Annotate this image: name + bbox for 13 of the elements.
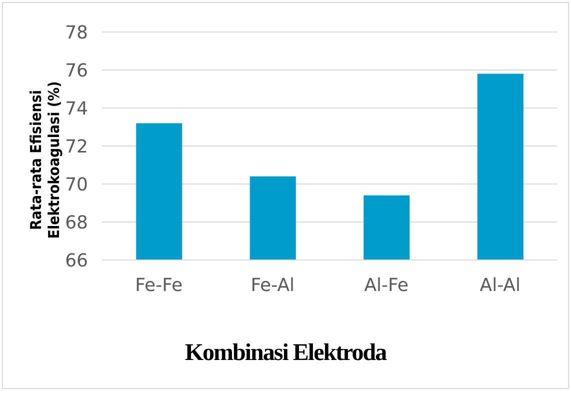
y-tick-label: 78 [65,22,88,44]
y-tick-label: 70 [65,174,88,196]
x-tick-label: Al-Al [480,274,520,296]
y-tick-label: 66 [65,250,88,272]
x-axis-title: Kombinasi Elektroda [184,340,388,367]
y-axis-title: Rata-rata Efisiensi Elektrokoagulasi (%) [27,81,63,239]
y-tick-label: 72 [65,136,88,158]
y-tick-label: 76 [65,60,88,82]
x-tick-label: Al-Fe [364,274,409,296]
y-tick-label: 74 [65,98,88,120]
x-tick-label: Fe-Fe [135,274,183,296]
x-tick-label: Fe-Al [250,274,295,296]
y-tick-label: 68 [65,212,88,234]
